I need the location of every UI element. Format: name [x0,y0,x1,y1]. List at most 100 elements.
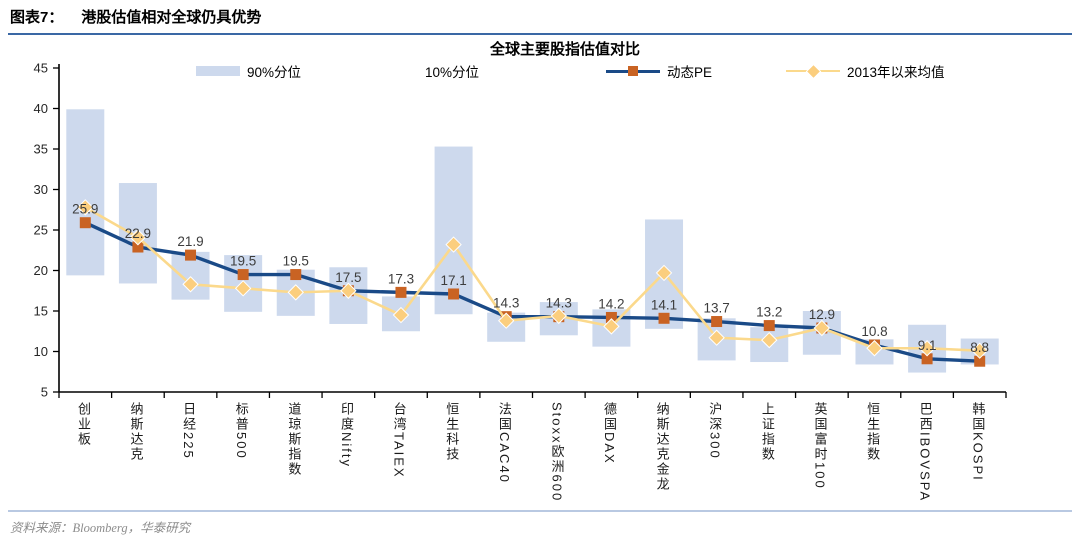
mean-diamond-marker [655,264,673,282]
category-label: 恒生科技 [444,402,460,462]
diamond-marker-icon [805,63,822,80]
category-label: 纳斯达克 [128,402,144,462]
legend-label-p10: 10%分位 [425,65,480,80]
pe-square-marker [185,249,197,261]
legend-label-p90: 90%分位 [247,65,302,80]
pe-value-label: 19.5 [230,254,256,269]
legend-item-mean: 2013年以来均值 [786,62,945,80]
pe-square-marker [448,288,460,300]
figure-title: 港股估值相对全球仍具优势 [81,9,262,26]
pe-value-label: 14.1 [651,297,677,312]
mean-diamond-marker [445,236,462,253]
pe-line [83,221,982,363]
y-tick-label: 10 [34,344,48,359]
y-tick-label: 45 [34,61,48,76]
y-tick-label: 15 [34,304,48,319]
pe-value-label: 22.9 [125,226,151,241]
mean-diamond-marker [340,282,357,299]
pe-value-label: 14.3 [493,296,519,311]
category-label: 纳斯达克金龙 [654,402,670,492]
chart-title: 全球主要股指估值对比 [489,41,641,58]
mean-diamond-marker [813,319,831,337]
category-label: 英国富时100 [812,402,828,490]
legend-label-mean: 2013年以来均值 [847,65,945,80]
pe-square-marker [79,217,91,229]
pe-value-label: 19.5 [283,254,309,269]
pe-square-marker [658,312,670,324]
pe-square-marker [763,320,775,332]
pe-square-marker [290,269,302,281]
mean-diamond-marker [761,331,778,349]
mean-diamond-marker [182,276,199,293]
legend-label-pe: 动态PE [667,65,713,80]
pe-value-label: 17.1 [440,273,466,288]
category-label: 德国DAX [602,402,618,465]
mean-diamond-marker [392,306,410,324]
legend-swatch-pe-line [606,63,660,79]
pe-value-label: 21.9 [177,234,203,249]
legend-item-p10: 10%分位 [374,62,479,80]
pe-square-marker [395,286,407,298]
source-note: 资料来源：Bloomberg，华泰研究 [8,510,1072,536]
pe-value-label: 13.2 [756,305,782,320]
mean-diamond-marker [129,229,147,246]
percentile-range-bar [434,146,473,315]
mean-diamond-marker [603,318,620,335]
category-label: 沪深300 [707,402,723,460]
legend-item-p90: 90%分位 [196,62,301,80]
category-label: 韩国KOSPI [970,402,986,482]
pe-square-marker [605,311,617,323]
pe-value-label: 12.9 [809,307,835,322]
category-label: 上证指数 [759,402,775,462]
category-label: 创业板 [75,402,91,447]
pe-value-label: 25.9 [72,202,98,217]
y-tick-label: 40 [34,101,48,116]
category-label: 台湾TAIEX [391,402,407,479]
pe-value-label: 14.2 [598,296,624,311]
mean-diamond-marker [550,307,568,325]
pe-value-label: 13.7 [703,301,729,316]
category-label: 法国CAC40 [496,402,512,484]
category-label: 恒生指数 [865,402,881,462]
pe-square-marker [132,241,144,253]
mean-diamond-marker [287,284,304,301]
figure-header: 图表7： 港股估值相对全球仍具优势 [8,3,1072,35]
category-label: 道琼斯指数 [286,402,302,477]
percentile-range-bar [66,109,105,276]
y-tick-label: 35 [34,142,48,157]
mean-diamond-marker [918,340,936,357]
mean-diamond-marker [77,199,94,216]
mean-diamond-marker [708,329,725,346]
y-tick-label: 20 [34,263,48,278]
mean-diamond-marker [971,342,988,359]
pe-value-label: 8.8 [970,340,989,355]
pe-value-label: 17.3 [388,271,414,286]
legend-swatch-p10-bar [374,66,418,76]
square-marker-icon [628,66,638,76]
category-label: 标普500 [233,402,249,460]
pe-value-label: 14.3 [546,296,572,311]
category-label: 巴西IBOVSPA [917,402,933,503]
category-label: 印度Nifty [339,402,354,468]
category-label: Stoxx欧洲600 [549,402,565,503]
pe-value-label: 17.5 [335,270,361,285]
category-label: 日经225 [181,402,197,460]
figure-number: 图表7： [10,9,64,26]
mean-diamond-marker [234,280,252,297]
pe-square-marker [921,353,933,365]
mean-diamond-marker [866,340,883,357]
pe-value-label: 10.8 [861,324,887,339]
mean-line [84,206,981,352]
legend-swatch-mean-line [786,63,840,80]
pe-value-label: 9.1 [918,338,937,353]
legend-item-pe: 动态PE [606,62,712,80]
pe-square-marker [237,269,249,281]
y-tick-label: 5 [41,385,48,400]
legend-swatch-p90-bar [196,66,240,76]
y-tick-label: 25 [34,223,48,238]
pe-square-marker [711,316,723,328]
y-tick-label: 30 [34,182,48,197]
pe-square-marker [974,355,986,367]
